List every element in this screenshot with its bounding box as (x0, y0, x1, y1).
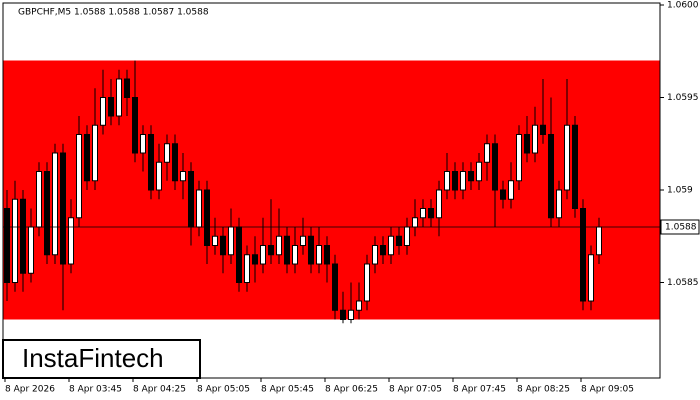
candle-body (548, 134, 554, 219)
candle-body (180, 171, 186, 182)
candle-body (124, 78, 130, 98)
candle-body (444, 171, 450, 191)
logo: InstaFintech (22, 343, 164, 373)
candle-body (164, 143, 170, 163)
candle-body (292, 245, 298, 265)
candle-body (588, 254, 594, 302)
candle-body (372, 245, 378, 265)
candle-body (252, 254, 258, 265)
y-tick-label: 1.059 (667, 186, 693, 196)
x-tick-label: 8 Apr 07:05 (389, 385, 442, 395)
candle-body (308, 235, 314, 265)
candle-body (468, 171, 474, 182)
candle-body (476, 161, 482, 182)
candle-body (580, 208, 586, 302)
candle-body (20, 198, 26, 274)
candle-body (116, 78, 122, 117)
candle-body (260, 245, 266, 265)
candle-body (428, 208, 434, 219)
x-tick-label: 8 Apr 05:05 (197, 385, 250, 395)
candle-body (332, 263, 338, 311)
candle-body (500, 189, 506, 200)
candle-body (404, 226, 410, 246)
candle-body (364, 263, 370, 302)
candle-body (44, 171, 50, 256)
candle-body (396, 235, 402, 246)
candle-body (460, 171, 466, 191)
candle-body (508, 180, 514, 200)
candle-body (596, 226, 602, 256)
x-tick-label: 8 Apr 06:25 (325, 385, 378, 395)
candle-body (172, 143, 178, 182)
candle-body (28, 226, 34, 274)
candle-body (132, 97, 138, 154)
candle-body (76, 134, 82, 219)
candle-body (436, 189, 442, 219)
candle-body (564, 124, 570, 191)
candle-body (36, 171, 42, 228)
candle-body (524, 134, 530, 154)
candle-body (148, 134, 154, 191)
candle-body (52, 152, 58, 256)
candle-body (532, 124, 538, 154)
x-tick-label: 8 Apr 05:45 (261, 385, 314, 395)
candle-body (452, 171, 458, 191)
candle-body (484, 143, 490, 163)
candle-body (540, 124, 546, 135)
x-tick-label: 8 Apr 07:45 (453, 385, 506, 395)
x-tick-label: 8 Apr 09:05 (581, 385, 634, 395)
candle-body (572, 124, 578, 209)
candle-body (204, 189, 210, 246)
candle-body (100, 97, 106, 126)
x-tick-label: 8 Apr 03:45 (69, 385, 122, 395)
candle-body (84, 134, 90, 182)
candle-body (140, 134, 146, 154)
candle-body (188, 171, 194, 228)
last-price-label: 1.0588 (665, 223, 697, 233)
chart-title: GBPCHF,M5 1.0588 1.0588 1.0587 1.0588 (18, 8, 209, 18)
y-tick-label: 1.0595 (667, 93, 699, 103)
candle-body (68, 217, 74, 265)
candle-body (380, 245, 386, 256)
candle-body (108, 97, 114, 117)
candle-body (60, 152, 66, 265)
last-price-box (660, 219, 700, 235)
candle-body (12, 198, 18, 283)
candle-body (4, 208, 10, 283)
candle-body (556, 189, 562, 219)
x-tick-label: 8 Apr 2026 (5, 385, 55, 395)
candle-body (236, 226, 242, 283)
candle-body (340, 309, 346, 320)
candle-body (412, 217, 418, 228)
candle-body (492, 143, 498, 191)
candle-body (92, 124, 98, 182)
candle-body (196, 189, 202, 228)
candle-body (244, 254, 250, 283)
candle-body (156, 161, 162, 191)
candle-body (388, 235, 394, 256)
y-tick-label: 1.0600 (667, 1, 699, 11)
candle-body (516, 134, 522, 182)
candle-body (420, 208, 426, 219)
candle-body (212, 235, 218, 246)
candle-body (300, 235, 306, 246)
candle-body (324, 245, 330, 265)
candle-body (316, 245, 322, 265)
candle-body (220, 235, 226, 256)
candle-body (228, 226, 234, 256)
candle-body (284, 235, 290, 265)
y-tick-label: 1.0585 (667, 278, 699, 288)
candle-body (356, 300, 362, 311)
candle-body (348, 309, 354, 320)
x-tick-label: 8 Apr 04:25 (133, 385, 186, 395)
candle-body (276, 235, 282, 256)
x-tick-label: 8 Apr 08:25 (517, 385, 570, 395)
candle-body (268, 245, 274, 256)
logo-box (2, 339, 201, 379)
